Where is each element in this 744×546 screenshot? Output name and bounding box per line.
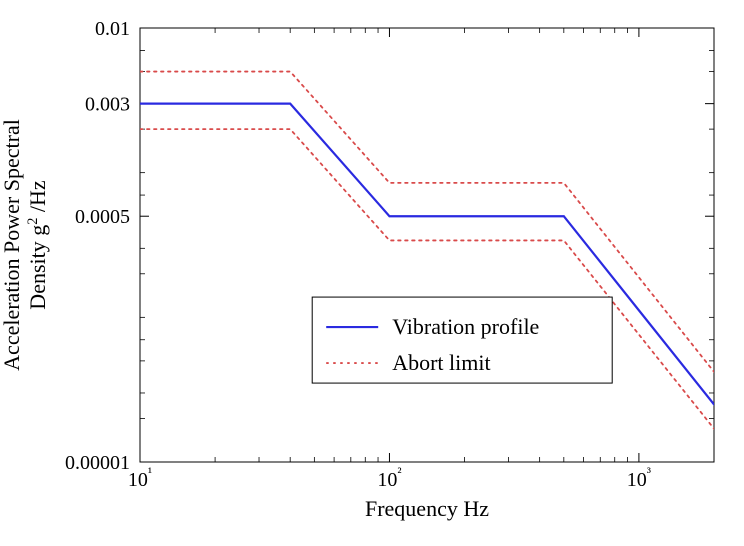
y-tick-label: 0.0005 [75, 206, 130, 228]
chart-svg: 10¹ 10² 10³ 0.00001 0.0005 0.003 0.01 Frequency… [0, 0, 744, 546]
svg-text:Density g2 /Hz: Density g2 /Hz [25, 180, 50, 310]
svg-text:Acceleration Power Spectral: Acceleration Power Spectral [0, 119, 24, 371]
x-tick-label: 10¹ [128, 466, 152, 491]
legend: Vibration profile Abort limit [312, 297, 612, 383]
x-axis-label: Frequency Hz [365, 496, 489, 521]
series-abort-limit-lower [140, 129, 714, 429]
y-tick-label: 0.00001 [65, 452, 130, 474]
plot-frame [140, 28, 714, 462]
y-tick-label: 0.01 [95, 18, 130, 40]
y-axis-label: Acceleration Power SpectralDensity g2 /H… [0, 119, 50, 371]
vibration-psd-chart: 10¹ 10² 10³ 0.00001 0.0005 0.003 0.01 Frequency… [0, 0, 744, 546]
legend-label: Vibration profile [392, 314, 539, 339]
x-tick-label: 10² [377, 466, 401, 491]
x-tick-label: 10³ [627, 466, 651, 491]
legend-label: Abort limit [392, 350, 490, 375]
y-tick-label: 0.003 [85, 94, 130, 116]
